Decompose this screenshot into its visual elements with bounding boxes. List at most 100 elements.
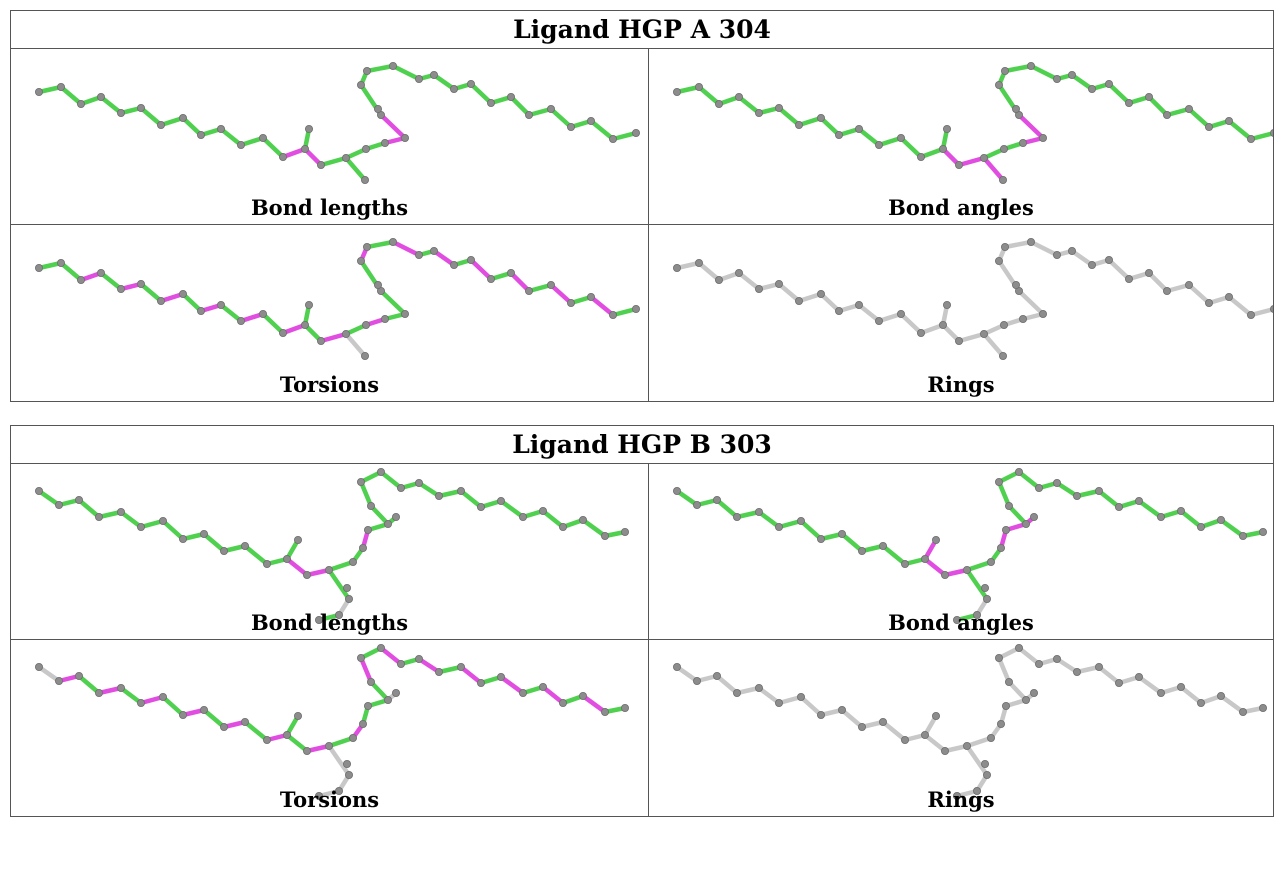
bond: [326, 735, 356, 749]
cell-torsions: Torsions: [11, 640, 649, 816]
bond: [76, 497, 102, 520]
atom: [282, 555, 291, 564]
atom: [1018, 139, 1027, 148]
bond: [756, 509, 782, 530]
atom: [999, 145, 1008, 154]
atom: [1134, 673, 1143, 682]
atom: [693, 677, 702, 686]
atom: [962, 742, 971, 751]
atom: [672, 486, 681, 495]
atom: [506, 269, 515, 278]
atom: [579, 692, 588, 701]
bond: [368, 679, 391, 703]
atom: [117, 109, 126, 118]
bond: [548, 106, 574, 130]
atom: [518, 689, 527, 698]
atom: [916, 329, 925, 338]
atom: [449, 261, 458, 270]
bond: [1016, 288, 1046, 317]
atom: [775, 280, 784, 289]
atom: [1163, 111, 1172, 120]
bond: [358, 655, 374, 685]
bond: [318, 331, 349, 344]
atom: [496, 673, 505, 682]
atom: [429, 70, 438, 79]
bond: [798, 694, 824, 718]
atom: [341, 154, 350, 163]
bond: [378, 288, 408, 317]
atom: [940, 747, 949, 756]
atom: [854, 125, 863, 134]
atom: [1177, 507, 1186, 516]
atom: [1217, 516, 1226, 525]
bond: [431, 248, 457, 268]
atom: [854, 301, 863, 310]
atom: [916, 153, 925, 162]
atom: [1038, 134, 1047, 143]
bond: [364, 63, 396, 74]
atom: [609, 311, 618, 320]
atom: [55, 501, 64, 510]
atom: [755, 285, 764, 294]
atom: [755, 109, 764, 118]
atom: [137, 104, 146, 113]
atom: [486, 275, 495, 284]
atom: [1011, 281, 1020, 290]
atom: [954, 337, 963, 346]
atom: [341, 330, 350, 339]
atom: [1052, 478, 1061, 487]
bond: [326, 559, 356, 573]
atom: [400, 134, 409, 143]
bond: [284, 556, 310, 578]
atom: [775, 523, 784, 532]
atom: [178, 711, 187, 720]
atom: [1156, 689, 1165, 698]
bond: [160, 518, 186, 542]
atom: [388, 237, 397, 246]
atom: [216, 125, 225, 134]
bond: [964, 743, 990, 778]
bond: [1136, 498, 1164, 520]
atom: [1087, 85, 1096, 94]
atom: [236, 317, 245, 326]
atom: [816, 711, 825, 720]
atom: [414, 654, 423, 663]
atom: [449, 85, 458, 94]
bond: [1106, 257, 1132, 282]
bond: [118, 685, 144, 706]
bond: [498, 498, 526, 520]
atom: [1052, 654, 1061, 663]
atom: [34, 486, 43, 495]
atom: [1259, 704, 1268, 713]
atom: [713, 672, 722, 681]
atom: [373, 281, 382, 290]
atom: [466, 255, 475, 264]
atom: [158, 693, 167, 702]
atom: [755, 684, 764, 693]
atom: [342, 584, 351, 593]
atom: [1072, 491, 1081, 500]
bond: [458, 664, 484, 686]
atom: [117, 684, 126, 693]
atom: [278, 329, 287, 338]
atom: [1114, 503, 1123, 512]
bond: [358, 479, 374, 509]
atom: [1072, 667, 1081, 676]
atom: [834, 131, 843, 140]
atom: [506, 93, 515, 102]
atom: [979, 154, 988, 163]
atom: [1034, 659, 1043, 668]
atom: [672, 264, 681, 273]
bond: [1016, 112, 1046, 141]
bond: [964, 735, 994, 749]
atom: [632, 305, 641, 314]
atom: [547, 105, 556, 114]
atom: [1177, 683, 1186, 692]
bond: [498, 674, 526, 696]
atom: [816, 114, 825, 123]
atom: [137, 280, 146, 289]
atom: [1038, 310, 1047, 319]
bond: [138, 281, 164, 304]
atom: [358, 720, 367, 729]
atom: [1000, 66, 1009, 75]
